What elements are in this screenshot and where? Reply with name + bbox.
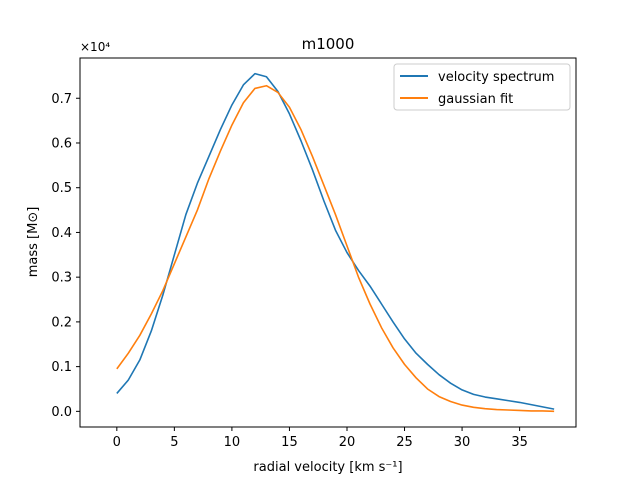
y-axis-ticks: 0.0 0.1 0.2 0.3 0.4 0.5 0.6 0.7 (51, 92, 80, 420)
y-tick-label: 0.3 (51, 271, 72, 286)
x-tick-label: 10 (224, 435, 241, 450)
x-tick-label: 15 (281, 435, 298, 450)
x-axis-label: radial velocity [km s⁻¹] (253, 460, 402, 475)
plot-area (116, 72, 555, 413)
x-tick-label: 35 (511, 435, 528, 450)
y-tick-label: 0.1 (51, 360, 72, 375)
x-tick-label: 30 (454, 435, 471, 450)
y-tick-label: 0.6 (51, 136, 72, 151)
legend: velocity spectrum gaussian fit (393, 63, 571, 111)
axes-frame (79, 57, 577, 428)
x-axis-ticks: 0 5 10 15 20 25 30 35 (113, 427, 528, 450)
x-tick-label: 25 (396, 435, 413, 450)
legend-label-gaussian-fit: gaussian fit (438, 92, 513, 107)
x-tick-label: 20 (339, 435, 356, 450)
y-axis-multiplier: ×10⁴ (80, 40, 110, 54)
y-tick-label: 0.7 (51, 92, 72, 107)
y-tick-label: 0.4 (51, 226, 72, 241)
series-line-velocity-spectrum (116, 72, 555, 410)
y-tick-label: 0.2 (51, 315, 72, 330)
y-tick-label: 0.0 (51, 405, 72, 420)
x-tick-label: 0 (113, 435, 121, 450)
legend-label-velocity-spectrum: velocity spectrum (438, 70, 554, 85)
x-tick-label: 5 (170, 435, 178, 450)
chart-title: m1000 (302, 35, 355, 53)
y-axis-label: mass [M⊙] (26, 207, 41, 278)
legend-box (393, 63, 571, 111)
y-tick-label: 0.5 (51, 181, 72, 196)
series-line-gaussian-fit (116, 84, 555, 413)
